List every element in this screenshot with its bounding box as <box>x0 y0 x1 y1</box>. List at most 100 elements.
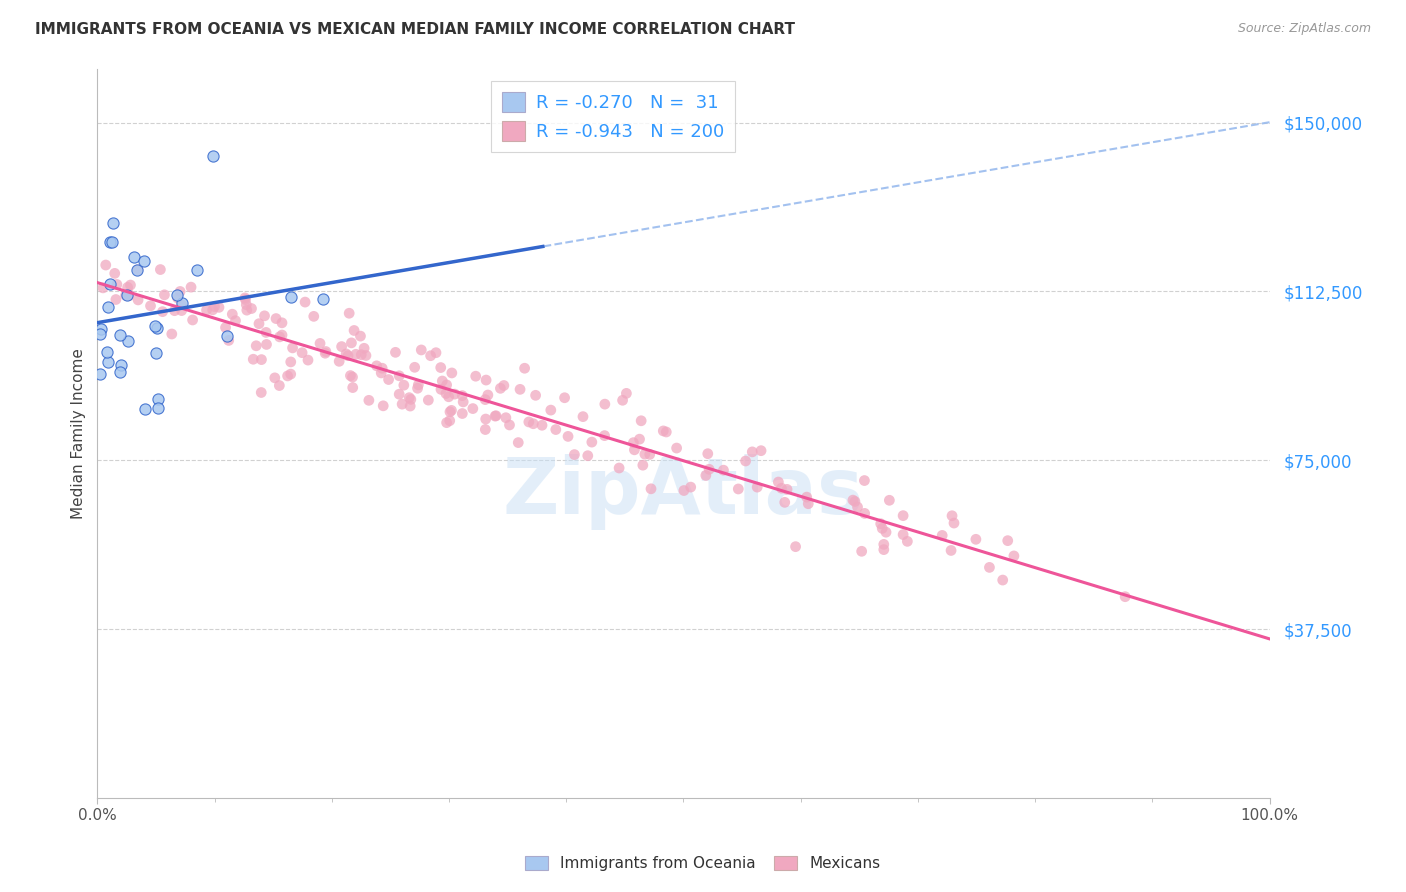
Point <box>90 321 112 335</box>
Point <box>965 533 987 547</box>
Point <box>485 409 508 423</box>
Point <box>253 309 276 323</box>
Point <box>353 341 375 355</box>
Point <box>132 254 155 268</box>
Point <box>891 527 914 541</box>
Point <box>391 397 413 411</box>
Point <box>477 388 499 402</box>
Point <box>853 507 876 521</box>
Point <box>145 320 167 334</box>
Point <box>221 307 243 321</box>
Point <box>509 382 531 396</box>
Point <box>785 540 807 554</box>
Point <box>943 516 966 530</box>
Point <box>235 293 257 307</box>
Point <box>522 417 544 431</box>
Point <box>939 543 962 558</box>
Point <box>100 235 122 250</box>
Point <box>464 369 486 384</box>
Point <box>727 482 749 496</box>
Point <box>640 482 662 496</box>
Point <box>195 303 218 318</box>
Point <box>134 402 156 417</box>
Point <box>110 358 132 372</box>
Point <box>153 288 176 302</box>
Point <box>404 360 426 375</box>
Point <box>302 310 325 324</box>
Point <box>250 385 273 400</box>
Point <box>349 329 371 343</box>
Point <box>170 298 193 312</box>
Point <box>638 447 661 461</box>
Point <box>180 280 202 294</box>
Point <box>247 317 270 331</box>
Point <box>896 534 918 549</box>
Point <box>398 391 420 405</box>
Point <box>108 365 131 379</box>
Point <box>576 449 599 463</box>
Point <box>679 480 702 494</box>
Point <box>1002 549 1025 563</box>
Point <box>695 468 717 483</box>
Point <box>245 339 267 353</box>
Point <box>149 262 172 277</box>
Point <box>328 354 350 368</box>
Point <box>484 409 506 423</box>
Point <box>312 292 335 306</box>
Point <box>593 428 616 442</box>
Point <box>451 389 474 403</box>
Point <box>399 399 422 413</box>
Point <box>342 381 364 395</box>
Point <box>557 429 579 443</box>
Point <box>242 352 264 367</box>
Point <box>572 409 595 424</box>
Point <box>166 291 188 305</box>
Point <box>98 277 121 292</box>
Point <box>94 258 117 272</box>
Y-axis label: Median Family Income: Median Family Income <box>72 348 86 519</box>
Point <box>89 368 111 382</box>
Point <box>612 393 634 408</box>
Point <box>581 435 603 450</box>
Point <box>236 303 259 318</box>
Point <box>152 304 174 318</box>
Point <box>388 387 411 401</box>
Point <box>451 407 474 421</box>
Point <box>101 217 124 231</box>
Point <box>370 366 392 380</box>
Point <box>474 423 496 437</box>
Point <box>418 393 440 408</box>
Point <box>873 537 896 551</box>
Point <box>979 560 1001 574</box>
Point <box>616 386 638 401</box>
Point <box>89 326 111 341</box>
Point <box>100 235 122 249</box>
Legend: Immigrants from Oceania, Mexicans: Immigrants from Oceania, Mexicans <box>519 849 887 877</box>
Text: IMMIGRANTS FROM OCEANIA VS MEXICAN MEDIAN FAMILY INCOME CORRELATION CHART: IMMIGRANTS FROM OCEANIA VS MEXICAN MEDIA… <box>35 22 796 37</box>
Point <box>851 544 873 558</box>
Point <box>145 346 167 360</box>
Point <box>337 349 360 363</box>
Point <box>652 424 675 438</box>
Point <box>125 262 148 277</box>
Point <box>97 354 120 368</box>
Point <box>373 399 395 413</box>
Point <box>628 432 651 446</box>
Point <box>388 368 411 383</box>
Point <box>235 298 257 312</box>
Point <box>233 291 256 305</box>
Point <box>554 391 576 405</box>
Point <box>879 493 901 508</box>
Point <box>263 371 285 385</box>
Point <box>508 435 530 450</box>
Point <box>432 374 454 388</box>
Point <box>474 412 496 426</box>
Legend: R = -0.270   N =  31, R = -0.943   N = 200: R = -0.270 N = 31, R = -0.943 N = 200 <box>491 81 735 152</box>
Point <box>309 336 332 351</box>
Point <box>875 525 897 540</box>
Point <box>498 417 520 432</box>
Point <box>114 288 136 302</box>
Point <box>607 461 630 475</box>
Point <box>593 397 616 411</box>
Point <box>770 481 793 495</box>
